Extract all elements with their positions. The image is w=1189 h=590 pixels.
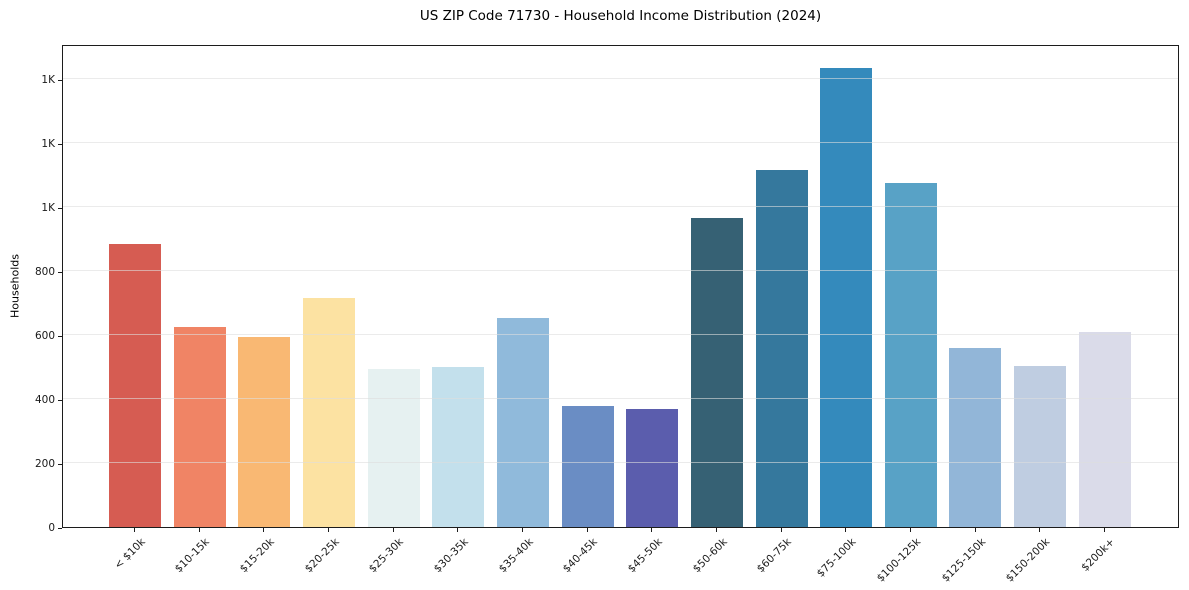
y-tick-label: 1K <box>41 202 55 215</box>
x-tick-label: $15-20k <box>237 536 277 576</box>
y-tick-label: 800 <box>34 266 55 279</box>
x-tick-label: $100-125k <box>874 536 924 585</box>
x-tick-mark <box>328 528 329 532</box>
x-tick-mark <box>586 528 588 532</box>
x-tick-mark <box>974 528 976 532</box>
bar-10-15k <box>173 327 226 527</box>
x-tick-mark <box>1103 528 1105 532</box>
bar-100-125k <box>884 183 937 527</box>
bar-200k <box>1078 331 1131 527</box>
x-tick-label: $200k+ <box>1079 536 1118 574</box>
x-tick-label: $75-100k <box>814 536 859 580</box>
x-tick-label: < $10k <box>111 536 148 572</box>
x-tick-mark <box>392 528 394 532</box>
x-tick-label: $25-30k <box>367 536 407 576</box>
plot-area <box>62 45 1179 528</box>
bar-40-45k <box>561 405 614 527</box>
x-tick-label: $150-200k <box>1004 536 1053 585</box>
bar-125-150k <box>949 347 1002 527</box>
bars-layer <box>63 46 1178 527</box>
y-tick-mark <box>58 79 62 81</box>
x-tick-label: $40-45k <box>561 536 601 576</box>
x-tick-label: $35-40k <box>496 536 536 576</box>
x-tick-label: $50-60k <box>690 536 730 576</box>
y-axis-title: Households <box>8 254 22 318</box>
bar-50-60k <box>690 218 743 527</box>
x-tick-mark <box>198 528 200 532</box>
x-tick-label: $30-35k <box>431 536 471 576</box>
y-tick-mark <box>58 527 62 529</box>
y-tick-mark <box>58 271 62 273</box>
x-tick-label: $60-75k <box>754 536 794 576</box>
y-tick-label: 600 <box>34 330 55 343</box>
y-tick-label: 400 <box>34 394 55 407</box>
bar-15-20k <box>238 336 291 527</box>
x-tick-label: $10-15k <box>173 536 213 576</box>
y-tick-mark <box>58 143 62 145</box>
x-tick-mark <box>1039 528 1041 532</box>
y-tick-mark <box>58 463 62 465</box>
y-tick-mark <box>58 399 62 401</box>
y-tick-mark <box>58 207 62 209</box>
x-tick-mark <box>845 528 847 532</box>
bar-35-40k <box>496 317 549 527</box>
x-tick-label: $125-150k <box>939 536 988 585</box>
y-tick-mark <box>58 335 62 337</box>
y-tick-label: 1K <box>41 74 55 87</box>
bar-30-35k <box>432 367 485 527</box>
chart-title: US ZIP Code 71730 - Household Income Dis… <box>419 8 822 24</box>
x-tick-mark <box>651 528 653 532</box>
bar-150-200k <box>1014 365 1067 527</box>
x-tick-label: $20-25k <box>302 536 342 576</box>
x-tick-mark <box>134 528 135 532</box>
y-tick-label: 200 <box>34 458 55 470</box>
x-tick-mark <box>457 528 459 532</box>
bar-25-30k <box>367 368 420 527</box>
x-tick-mark <box>780 528 782 532</box>
bar-10k <box>109 243 161 527</box>
bar-75-100k <box>820 68 873 527</box>
bar-60-75k <box>755 170 808 527</box>
x-tick-label: $45-50k <box>625 536 665 576</box>
bar-20-25k <box>302 298 355 527</box>
x-tick-mark <box>521 528 523 532</box>
y-tick-label: 0 <box>48 522 55 534</box>
bar-45-50k <box>626 408 679 527</box>
y-tick-label: 1K <box>41 138 55 151</box>
x-tick-mark <box>715 528 717 532</box>
x-tick-mark <box>909 528 911 532</box>
x-tick-mark <box>263 528 265 532</box>
